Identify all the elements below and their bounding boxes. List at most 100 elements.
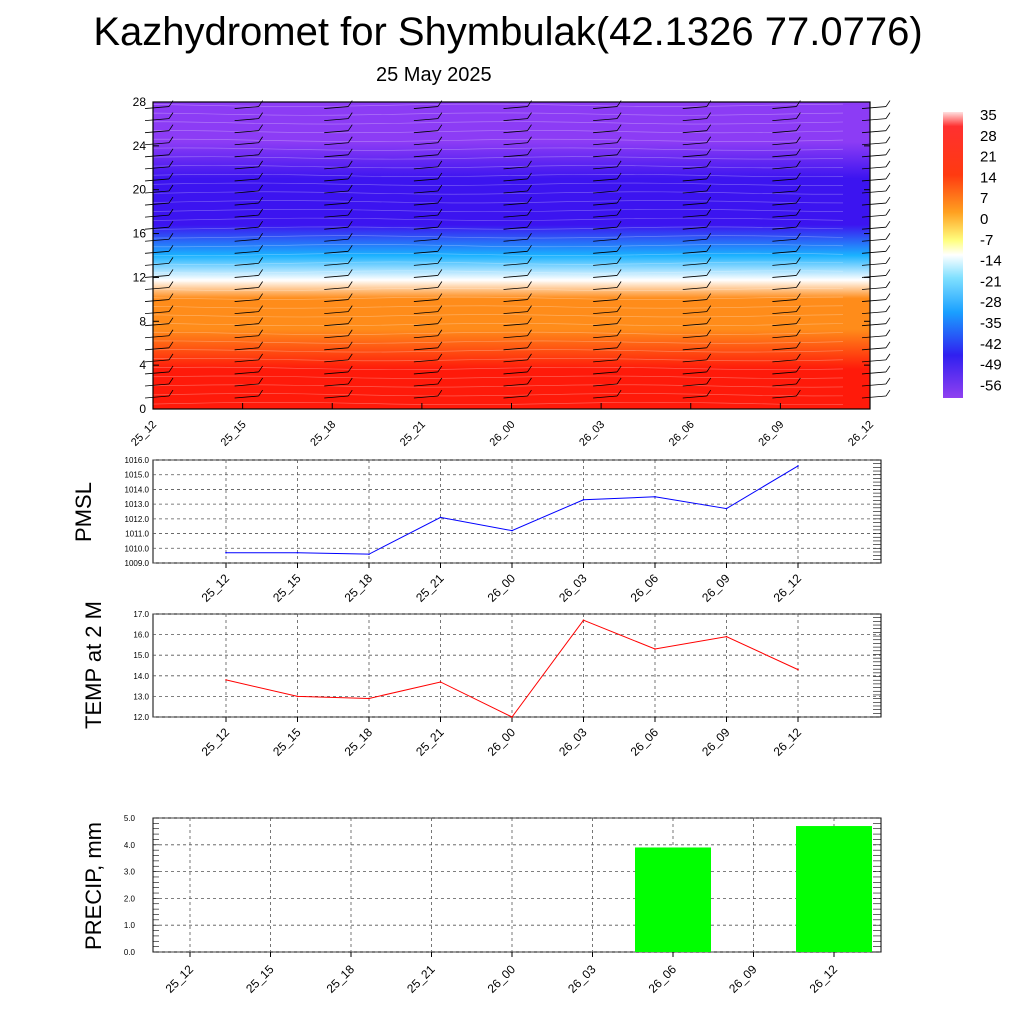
wind-barb: [593, 112, 622, 122]
colorbar-label: 7: [980, 190, 988, 207]
heatmap-ytick-label: 28: [133, 95, 147, 109]
contour-line: [152, 121, 844, 125]
contour-line: [152, 182, 844, 186]
wind-barb: [324, 136, 353, 146]
wind-barb: [772, 184, 801, 194]
heatmap-xtick-label: 26_06: [667, 419, 697, 449]
precip-xtick-label: 25_18: [324, 962, 358, 996]
contour-line: [152, 217, 844, 221]
wind-barb: [234, 124, 263, 134]
wind-barb: [861, 365, 891, 375]
contour-line: [152, 384, 844, 388]
pmsl-ytick-label: 1011.0: [125, 530, 149, 539]
pmsl-xtick-label: 26_03: [556, 571, 590, 605]
wind-barb: [324, 317, 353, 327]
wind-barb: [413, 233, 443, 242]
wind-barb: [861, 245, 891, 254]
contour-line: [152, 349, 844, 353]
precip-xtick-label: 25_21: [404, 962, 438, 996]
wind-barb: [861, 112, 891, 122]
wind-barb: [144, 353, 174, 363]
wind-barb: [144, 329, 174, 339]
wind-barb: [772, 233, 801, 242]
wind-barb: [772, 365, 801, 375]
contour-line: [152, 252, 844, 256]
wind-barb: [593, 317, 622, 327]
temp-xtick-label: 26_03: [556, 725, 590, 759]
wind-barb: [772, 281, 801, 290]
heatmap-xtick-label: 25_18: [308, 419, 338, 449]
pmsl-xtick-label: 26_06: [628, 571, 662, 605]
temp-point: [439, 681, 442, 683]
contour-line: [152, 191, 844, 195]
heatmap-xtick-label: 26_03: [577, 419, 607, 449]
wind-barb: [503, 233, 532, 242]
wind-barb: [413, 317, 443, 327]
wind-barb: [144, 365, 174, 375]
temperature-field: [153, 102, 870, 409]
wind-barb: [413, 305, 443, 315]
wind-barb: [324, 341, 353, 351]
wind-barb: [503, 172, 532, 182]
wind-barb: [413, 377, 443, 387]
wind-barb: [772, 353, 801, 363]
temp-point: [654, 648, 656, 650]
pmsl-ytick-label: 1012.0: [125, 515, 150, 524]
contour-line: [152, 393, 844, 397]
wind-barb: [234, 245, 263, 254]
wind-barb: [413, 208, 443, 218]
wind-barb: [682, 257, 712, 266]
wind-barb: [413, 293, 443, 302]
colorbar-label: 28: [980, 128, 997, 145]
wind-barb: [772, 220, 801, 230]
wind-barb: [144, 317, 174, 327]
wind-barb: [682, 293, 712, 302]
wind-barb: [503, 196, 532, 206]
wind-barb: [234, 377, 263, 387]
wind-barb: [503, 305, 532, 315]
wind-barb: [861, 136, 891, 146]
page-title: Kazhydromet for Shymbulak(42.1326 77.077…: [93, 10, 923, 54]
wind-barb: [682, 160, 712, 170]
wind-barb: [861, 305, 891, 315]
wind-barb: [503, 365, 532, 375]
wind-barb: [324, 112, 353, 122]
pmsl-ylabel: PMSL: [71, 482, 96, 542]
wind-barb: [593, 293, 622, 302]
wind-barb: [324, 124, 353, 134]
wind-barb: [234, 305, 263, 315]
wind-barb: [593, 233, 622, 242]
wind-barb: [861, 377, 891, 387]
wind-barb: [682, 136, 712, 146]
pmsl-frame: [152, 459, 882, 564]
precip-frame: [152, 817, 882, 953]
wind-barb: [593, 389, 622, 399]
pmsl-ytick-label: 1014.0: [125, 485, 150, 494]
wind-barb: [413, 389, 443, 399]
wind-barb: [324, 233, 353, 242]
wind-barb: [861, 293, 891, 302]
pmsl-ytick-label: 1013.0: [125, 500, 150, 509]
wind-barb: [772, 148, 801, 158]
wind-barb: [324, 293, 353, 302]
wind-barb: [861, 220, 891, 230]
wind-barb: [144, 233, 174, 242]
wind-barb: [593, 172, 622, 182]
wind-barb: [593, 257, 622, 266]
wind-barb: [144, 196, 174, 206]
precip-ytick-label: 0.0: [124, 948, 136, 957]
temp-xtick-label: 26_09: [699, 725, 733, 759]
colorbar-label: -35: [980, 315, 1002, 332]
wind-barb: [324, 353, 353, 363]
pmsl-point: [654, 495, 656, 498]
wind-barb: [413, 124, 443, 134]
wind-barb: [144, 269, 174, 278]
wind-barb: [503, 341, 532, 351]
precip-xtick-label: 25_12: [163, 962, 197, 996]
wind-barb: [593, 377, 622, 387]
temp-xtick-label: 25_15: [270, 725, 304, 759]
contour-line: [152, 138, 844, 142]
temperature-cross-section: 0 4 8 12 16 20 24 28 25_12 25_15 25_18 25_21 26_00 2…: [129, 95, 891, 449]
wind-barb: [503, 269, 532, 278]
